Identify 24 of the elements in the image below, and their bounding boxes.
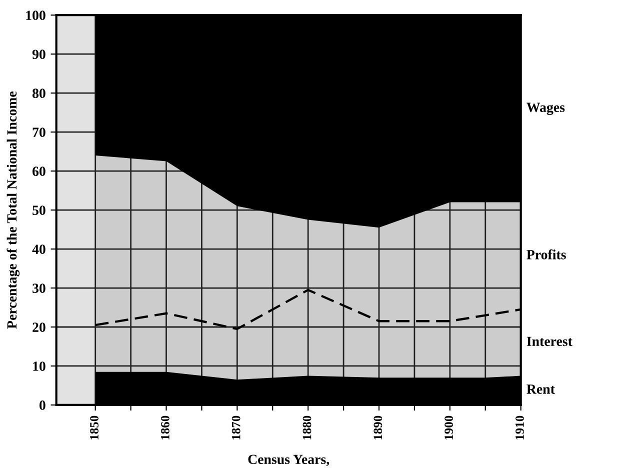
series-label: Profits xyxy=(526,249,566,260)
x-tick-label: 1850 xyxy=(90,416,98,440)
y-tick-label: 40 xyxy=(32,244,46,254)
series-label: Interest xyxy=(526,336,572,346)
x-tick-label: 1910 xyxy=(516,416,524,440)
y-tick-label: 20 xyxy=(32,322,46,332)
x-axis-title: Census Years, xyxy=(248,454,330,466)
y-tick-label: 100 xyxy=(26,10,46,20)
y-tick-label: 50 xyxy=(32,206,46,215)
y-tick-label: 30 xyxy=(32,284,46,293)
x-tick-label: 1860 xyxy=(160,416,170,440)
x-tick-label: 1890 xyxy=(374,416,382,440)
y-tick-label: 0 xyxy=(40,400,46,410)
y-tick-label: 60 xyxy=(32,166,46,176)
y-tick-label: 90 xyxy=(32,50,46,60)
y-tick-label: 70 xyxy=(32,128,46,138)
y-tick-label: 10 xyxy=(33,362,46,371)
series-label: Wages xyxy=(526,102,565,115)
x-tick-label: 1880 xyxy=(302,416,312,440)
x-tick-label: 1870 xyxy=(232,416,240,440)
x-tick-label: 1900 xyxy=(444,416,454,440)
y-axis-title: Percentage of the Total National Income xyxy=(6,92,20,329)
series-label: Rent xyxy=(526,384,555,394)
y-tick-label: 80 xyxy=(32,88,46,98)
